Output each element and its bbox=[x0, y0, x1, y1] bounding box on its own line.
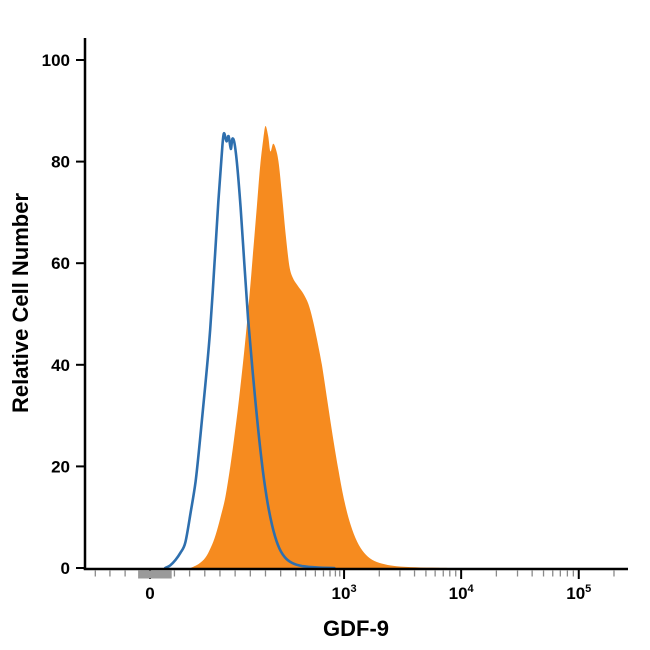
y-tick-label: 40 bbox=[51, 356, 70, 375]
y-axis-title: Relative Cell Number bbox=[8, 193, 33, 414]
x-tick-label: 0 bbox=[145, 584, 154, 603]
y-tick-label: 0 bbox=[61, 559, 70, 578]
x-tick-label: 103 bbox=[332, 583, 357, 603]
y-tick-label: 20 bbox=[51, 457, 70, 476]
x-axis-title: GDF-9 bbox=[323, 616, 389, 641]
y-tick-label: 80 bbox=[51, 153, 70, 172]
series-layer bbox=[163, 125, 459, 570]
y-tick-label: 60 bbox=[51, 254, 70, 273]
y-tick-label: 100 bbox=[42, 51, 70, 70]
baseline-marker bbox=[138, 570, 172, 579]
x-tick-label: 105 bbox=[566, 583, 591, 603]
gdf9-stained-filled-histogram bbox=[190, 125, 459, 568]
x-tick-label: 104 bbox=[449, 583, 475, 603]
axes-layer bbox=[83, 38, 628, 571]
control-open-histogram bbox=[163, 131, 336, 570]
